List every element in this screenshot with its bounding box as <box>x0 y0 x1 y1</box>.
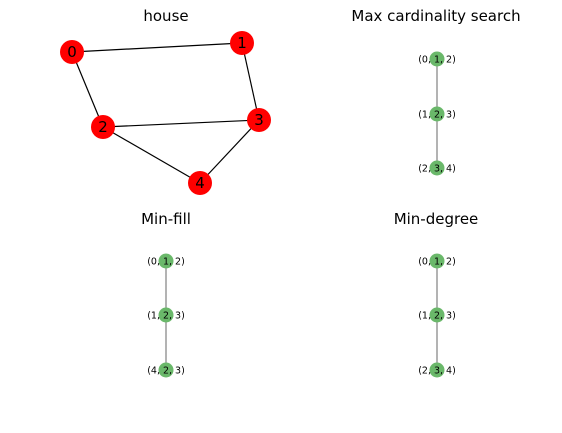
tree-node: (0, 1, 2) <box>147 253 185 269</box>
house-node-0: 0 <box>60 40 84 64</box>
house-node-label-1: 1 <box>237 34 247 52</box>
tree-node-circle <box>429 160 445 176</box>
house-node-circle-2 <box>91 115 115 139</box>
house-node-circle-4 <box>188 171 212 195</box>
junction-tree-min-fill: (0, 1, 2) (1, 2, 3) (4, 2, 3) <box>147 253 185 378</box>
panel-max-cardinality-search: Max cardinality search (0, 1, 2) (1, 2, 3… <box>351 7 521 176</box>
panel-title-max-cardinality-search: Max cardinality search <box>351 7 520 25</box>
tree-node-circle <box>158 362 174 378</box>
tree-node: (1, 2, 3) <box>418 307 456 323</box>
tree-node-label: (2, 3, 4) <box>418 366 456 377</box>
tree-node-label: (0, 1, 2) <box>418 257 456 268</box>
tree-node: (1, 2, 3) <box>418 106 456 122</box>
tree-node: (0, 1, 2) <box>418 253 456 269</box>
house-edge-2-3 <box>102 119 260 128</box>
house-edge-2-4 <box>102 126 201 184</box>
house-node-label-3: 3 <box>254 111 264 129</box>
house-node-4: 4 <box>188 171 212 195</box>
tree-node-circle <box>429 253 445 269</box>
tree-node-circle <box>429 307 445 323</box>
tree-node-circle <box>429 362 445 378</box>
tree-node-label: (2, 3, 4) <box>418 164 456 175</box>
house-node-2: 2 <box>91 115 115 139</box>
tree-node-label: (0, 1, 2) <box>418 55 456 66</box>
tree-node-label: (1, 2, 3) <box>147 311 185 322</box>
house-node-label-4: 4 <box>195 174 205 192</box>
tree-node: (0, 1, 2) <box>418 51 456 67</box>
house-node-3: 3 <box>247 108 271 132</box>
tree-node-circle <box>158 307 174 323</box>
house-node-label-2: 2 <box>98 118 108 136</box>
house-node-circle-3 <box>247 108 271 132</box>
tree-node-label: (4, 2, 3) <box>147 366 185 377</box>
house-edges <box>71 42 260 184</box>
house-edge-0-2 <box>71 51 104 128</box>
tree-node: (4, 2, 3) <box>147 362 185 378</box>
house-node-label-0: 0 <box>67 43 77 61</box>
junction-tree-max-cardinality: (0, 1, 2) (1, 2, 3) (2, 3, 4) <box>418 51 456 176</box>
panel-title-min-fill: Min-fill <box>141 210 191 228</box>
tree-node-circle <box>158 253 174 269</box>
house-edge-0-1 <box>71 42 243 53</box>
tree-node: (1, 2, 3) <box>147 307 185 323</box>
tree-node-circle <box>429 106 445 122</box>
house-edge-3-4 <box>199 119 260 184</box>
tree-node-label: (1, 2, 3) <box>418 311 456 322</box>
house-node-1: 1 <box>230 31 254 55</box>
panel-title-min-degree: Min-degree <box>394 210 479 228</box>
tree-node-label: (0, 1, 2) <box>147 257 185 268</box>
junction-tree-min-degree: (0, 1, 2) (1, 2, 3) (2, 3, 4) <box>418 253 456 378</box>
house-nodes: 0 1 2 3 4 <box>60 31 271 195</box>
house-node-circle-1 <box>230 31 254 55</box>
tree-node: (2, 3, 4) <box>418 362 456 378</box>
house-node-circle-0 <box>60 40 84 64</box>
panel-house: house 0 1 2 3 4 <box>60 7 271 195</box>
tree-node-circle <box>429 51 445 67</box>
panel-min-degree: Min-degree (0, 1, 2) (1, 2, 3) (2, 3, 4) <box>394 210 479 378</box>
house-edge-1-3 <box>241 42 260 121</box>
tree-node: (2, 3, 4) <box>418 160 456 176</box>
tree-node-label: (1, 2, 3) <box>418 110 456 121</box>
panel-min-fill: Min-fill (0, 1, 2) (1, 2, 3) (4, 2, 3) <box>141 210 191 378</box>
panel-title-house: house <box>143 7 188 25</box>
